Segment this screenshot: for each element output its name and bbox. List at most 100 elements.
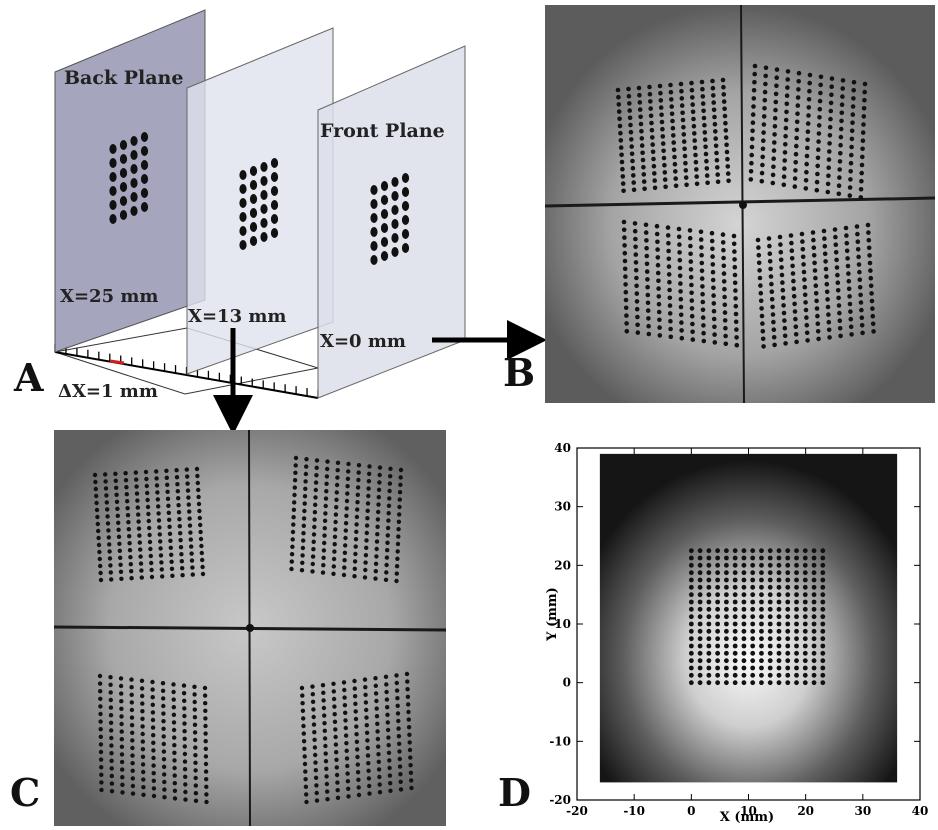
- image-dot: [816, 336, 821, 342]
- image-dot: [141, 769, 146, 775]
- image-dot: [630, 158, 635, 164]
- image-dot: [151, 793, 157, 799]
- plot-dot: [688, 562, 694, 568]
- image-dot: [186, 495, 191, 500]
- image-dot: [826, 319, 832, 325]
- image-dot: [139, 678, 145, 683]
- image-dot: [815, 155, 821, 161]
- image-dot: [828, 100, 834, 106]
- image-dot: [646, 323, 651, 329]
- image-dot: [354, 514, 360, 520]
- plot-dot: [750, 672, 756, 678]
- image-dot: [303, 769, 308, 774]
- image-dot: [385, 712, 390, 717]
- image-dot: [119, 714, 124, 719]
- schematic-dot: [401, 201, 410, 211]
- image-dot: [119, 752, 125, 757]
- image-dot: [290, 537, 295, 542]
- image-dot: [97, 556, 103, 562]
- image-dot: [835, 288, 841, 293]
- plot-dot: [715, 614, 721, 620]
- image-dot: [815, 321, 821, 327]
- image-dot: [837, 167, 842, 172]
- image-dot: [195, 473, 200, 479]
- schematic-dot: [370, 213, 378, 223]
- plot-dot: [697, 592, 703, 598]
- image-dot: [105, 521, 111, 526]
- plot-dot: [785, 592, 791, 598]
- image-dot: [689, 306, 695, 311]
- plot-dot: [715, 680, 721, 686]
- image-dot: [669, 104, 674, 109]
- plot-dot: [706, 665, 712, 671]
- image-dot: [769, 297, 775, 302]
- image-dot: [386, 503, 392, 508]
- image-dot: [848, 169, 853, 174]
- image-dot: [757, 275, 763, 281]
- image-dot: [292, 500, 297, 505]
- image-dot: [342, 550, 348, 555]
- plot-dot: [759, 606, 764, 612]
- image-dot: [769, 281, 774, 287]
- image-dot: [732, 272, 738, 278]
- image-dot: [144, 476, 149, 482]
- image-dot: [355, 747, 360, 752]
- image-dot: [803, 186, 809, 191]
- image-dot: [140, 754, 146, 759]
- image-dot: [136, 519, 141, 524]
- image-dot: [398, 787, 404, 792]
- image-dot: [814, 187, 820, 193]
- image-dot: [733, 311, 739, 317]
- image-dot: [321, 698, 326, 703]
- image-dot: [662, 162, 667, 168]
- image-dot: [655, 270, 661, 276]
- plot-dot: [767, 643, 773, 649]
- image-dot: [699, 260, 705, 266]
- image-dot: [324, 481, 329, 486]
- image-dot: [397, 764, 403, 769]
- y-tick-label: 30: [554, 500, 571, 514]
- image-dot: [313, 775, 319, 780]
- plot-dot: [732, 570, 738, 576]
- image-dot: [712, 121, 718, 127]
- plot-dot: [697, 614, 703, 620]
- schematic-dot: [260, 218, 268, 228]
- image-dot: [771, 164, 776, 170]
- image-dot: [331, 556, 337, 562]
- image-dot: [761, 138, 766, 143]
- image-dot: [407, 732, 412, 737]
- y-tick-label: 40: [554, 441, 571, 455]
- plot-dot: [723, 680, 729, 686]
- image-dot: [161, 711, 166, 716]
- image-dot: [721, 263, 727, 269]
- image-dot: [700, 284, 705, 289]
- image-dot: [203, 746, 208, 751]
- image-dot: [760, 336, 766, 342]
- image-dot: [771, 327, 777, 333]
- plot-dot: [732, 628, 738, 634]
- image-dot: [791, 278, 796, 284]
- plot-dot: [688, 606, 694, 612]
- image-dot: [385, 533, 390, 538]
- image-dot: [785, 85, 790, 90]
- image-dot: [833, 242, 839, 247]
- image-dot: [374, 554, 379, 559]
- image-dot: [711, 107, 717, 113]
- image-dot: [643, 230, 649, 235]
- image-dot: [789, 240, 794, 246]
- plot-dot: [732, 548, 738, 554]
- image-dot: [356, 777, 361, 782]
- schematic-dot: [260, 204, 268, 214]
- schematic-dot: [249, 208, 258, 218]
- image-dot: [320, 570, 326, 575]
- image-dot: [394, 564, 400, 569]
- image-dot: [189, 544, 194, 549]
- schematic-dot: [119, 182, 128, 192]
- image-dot: [333, 742, 339, 747]
- image-dot: [850, 112, 856, 117]
- image-dot: [301, 731, 306, 736]
- image-dot: [384, 570, 389, 575]
- image-dot: [106, 535, 112, 540]
- middle-plane-dots: [239, 158, 279, 250]
- image-dot: [290, 529, 296, 535]
